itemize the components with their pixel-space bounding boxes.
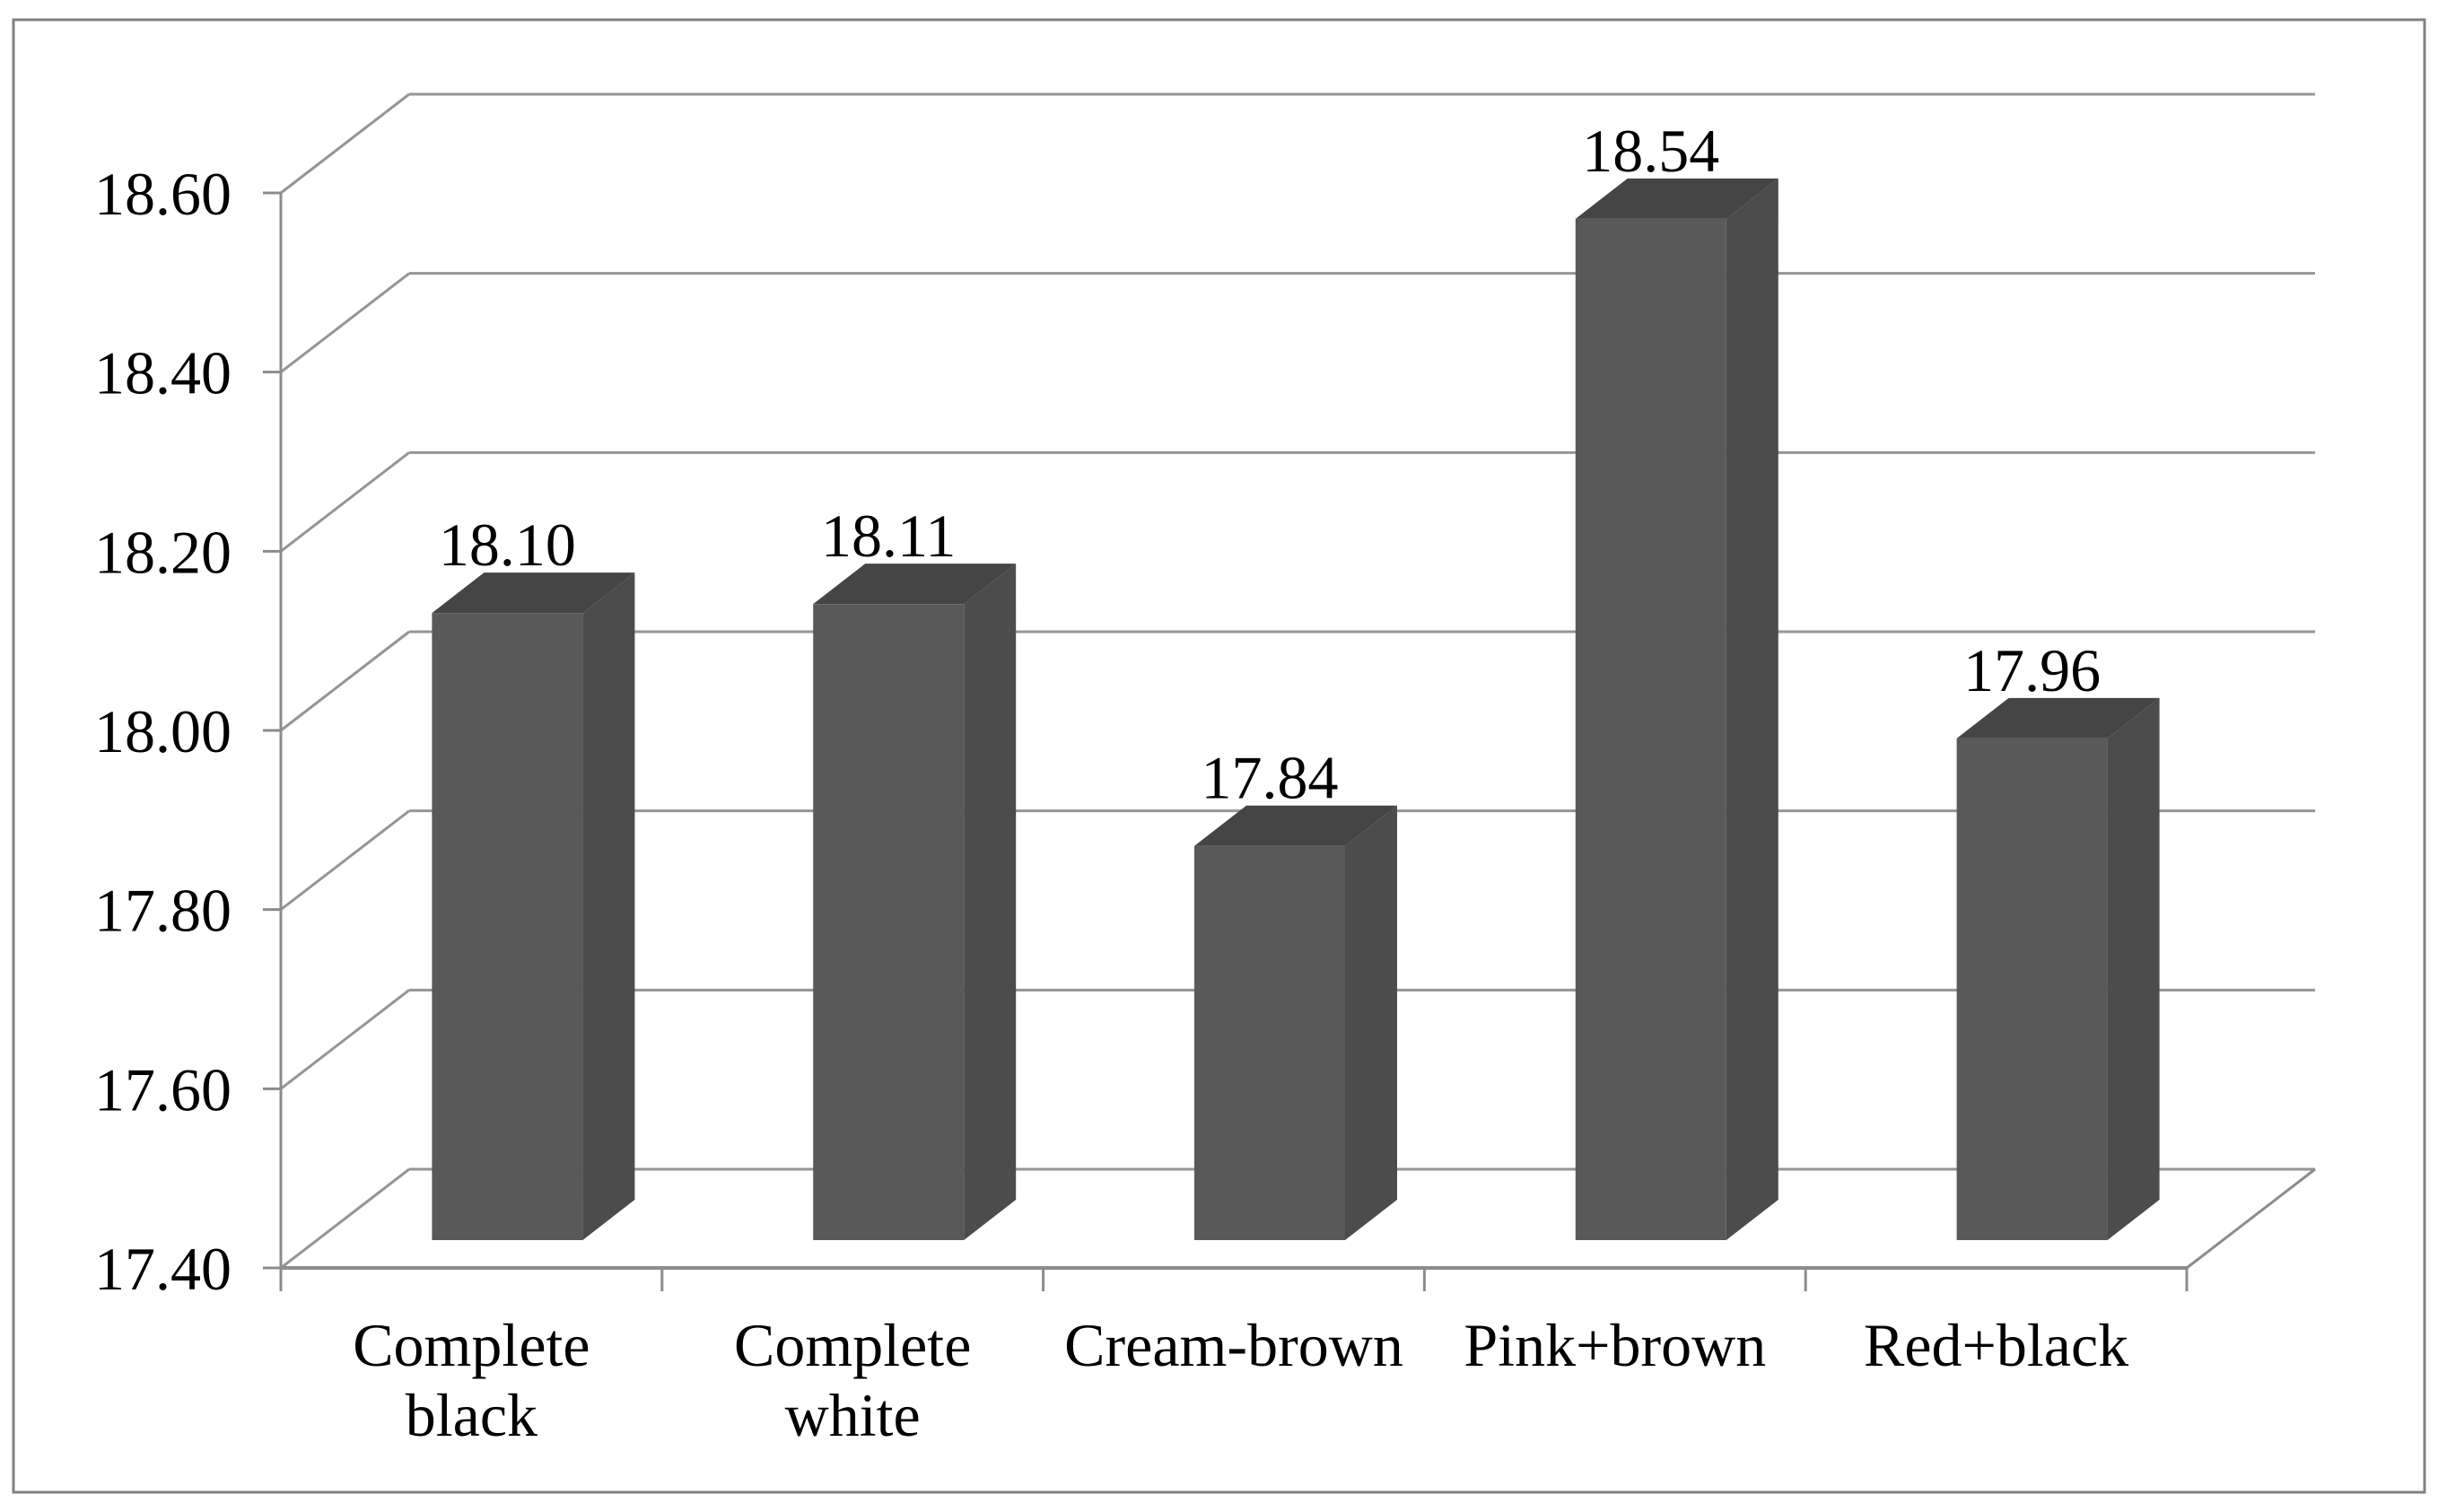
gridline-slant — [280, 630, 410, 732]
bar-front-face — [1575, 218, 1726, 1240]
bar-top-face — [1956, 697, 2160, 739]
category-labels: Complete black Complete white Cream-brown Pin… — [353, 1311, 2128, 1449]
bar-complete-white: 18.11 — [813, 502, 1017, 1240]
bar-front-face — [813, 604, 965, 1240]
bar-side-face — [1726, 178, 1778, 1240]
bar-front-face — [1194, 845, 1345, 1240]
bar-complete-black: 18.10 — [432, 511, 635, 1240]
y-tick-labels: 17.40 17.60 17.80 18.00 18.20 18.40 18.60 — [94, 160, 232, 1303]
bar-side-face — [964, 564, 1017, 1240]
bar-front-face — [432, 613, 583, 1240]
bars: 18.10 18.11 17.84 18.54 17.96 — [432, 117, 2160, 1240]
value-label: 17.84 — [1202, 744, 1339, 812]
gridline-slant — [280, 92, 410, 195]
bar-pink-brown: 18.54 — [1575, 117, 1778, 1240]
value-label: 18.54 — [1582, 117, 1719, 185]
y-tick-label: 18.60 — [94, 160, 232, 228]
y-tick-label: 18.20 — [94, 518, 232, 586]
gridline-slant — [280, 272, 410, 373]
value-label: 18.11 — [821, 502, 956, 570]
y-tick-label: 17.60 — [94, 1055, 232, 1123]
category-label: Cream-brown — [1064, 1311, 1403, 1379]
bar-top-face — [813, 564, 1017, 605]
gridline-slant — [280, 451, 410, 553]
y-tick-label: 17.80 — [94, 877, 232, 945]
bar-cream-brown: 17.84 — [1194, 744, 1397, 1240]
y-tick-label: 17.40 — [94, 1235, 232, 1303]
category-label: Red+black — [1864, 1311, 2128, 1379]
bar-red-black: 17.96 — [1956, 636, 2160, 1240]
value-label: 18.10 — [439, 511, 576, 579]
floor-right-edge — [2186, 1167, 2316, 1270]
bar-side-face — [582, 572, 635, 1240]
category-label: Pink+brown — [1464, 1311, 1766, 1379]
bar-side-face — [2107, 697, 2160, 1240]
y-tick-label: 18.40 — [94, 339, 232, 407]
axes — [263, 191, 2316, 1291]
bar-top-face — [1194, 805, 1397, 846]
category-label: Complete white — [734, 1311, 971, 1449]
y-tick-label: 18.00 — [94, 697, 232, 765]
bar-top-face — [432, 572, 635, 614]
value-label: 17.96 — [1963, 636, 2101, 704]
gridline-slant — [280, 989, 410, 1090]
gridline-slant — [280, 809, 410, 911]
bar-side-face — [1345, 805, 1397, 1240]
bar-top-face — [1575, 178, 1778, 219]
bar-front-face — [1956, 738, 2108, 1240]
category-label: Complete black — [353, 1311, 590, 1449]
gridline-slant — [280, 1167, 410, 1270]
